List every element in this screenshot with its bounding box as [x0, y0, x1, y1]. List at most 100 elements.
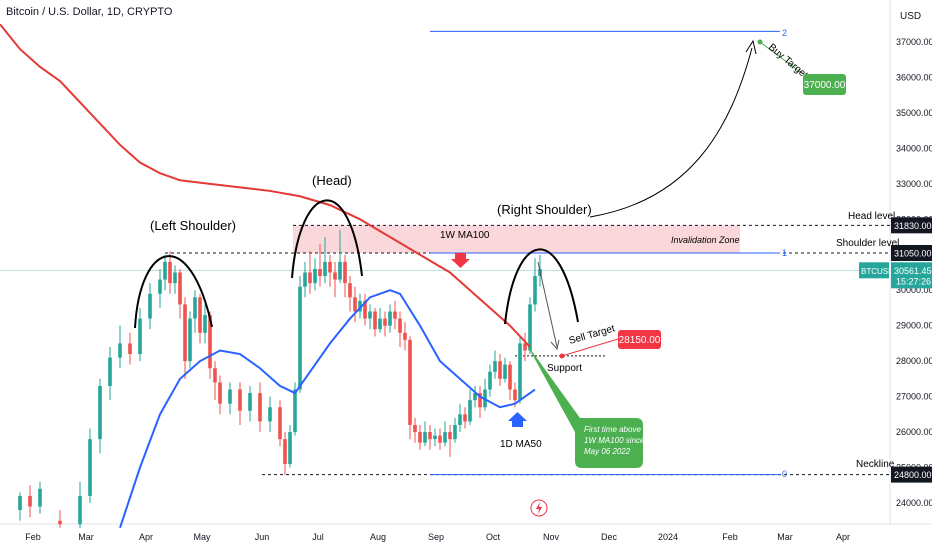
left-shoulder-label: (Left Shoulder)	[150, 218, 236, 233]
candle-body	[163, 261, 167, 280]
candle-body	[193, 297, 197, 319]
candle-body	[203, 315, 207, 333]
sell-projection-arrow[interactable]	[537, 261, 558, 348]
time-tick-6: Aug	[370, 532, 386, 542]
candlestick-series[interactable]	[18, 229, 542, 528]
time-tick-3: May	[193, 532, 211, 542]
candle-body	[288, 432, 292, 464]
head-level-label: Head level	[848, 211, 895, 222]
shoulder-level-price: 31050.00	[894, 248, 932, 258]
candle-body	[303, 272, 307, 287]
head-arc[interactable]	[291, 199, 363, 279]
ma100-arrow-icon	[451, 253, 470, 268]
time-tick-11: 2024	[658, 532, 678, 542]
ma100-callout	[526, 343, 643, 468]
symbol-header[interactable]: Bitcoin / U.S. Dollar, 1D, CRYPTO	[6, 6, 173, 18]
time-axis[interactable]: Feb Mar Apr May Jun Jul Aug Sep Oct Nov Dec 2024 Feb…	[25, 532, 850, 542]
sell-target-connector	[561, 338, 619, 357]
time-tick-13: Mar	[777, 532, 793, 542]
sell-target-box	[618, 330, 661, 349]
candle-body	[268, 407, 272, 422]
time-tick-9: Nov	[543, 532, 560, 542]
neckline-price: 24800.00	[894, 470, 932, 480]
price-tick-13: 37000.00	[896, 37, 932, 47]
candle-body	[493, 361, 497, 372]
buy-target-connector	[759, 41, 804, 75]
price-tick-4: 28000.00	[896, 356, 932, 366]
left-shoulder-arc[interactable]	[134, 255, 213, 329]
candle-body	[308, 272, 312, 284]
candle-body	[158, 279, 162, 294]
candle-body	[403, 332, 407, 340]
candle-body	[213, 368, 217, 383]
callout-line-1: First time above	[584, 425, 641, 434]
head-level-price-box	[891, 217, 932, 234]
candle-body	[438, 435, 442, 443]
candle-body	[398, 318, 402, 333]
candle-body	[433, 435, 437, 440]
lightning-glyph-icon	[536, 502, 542, 514]
candle-body	[128, 343, 132, 355]
candle-body	[508, 364, 512, 390]
candle-body	[423, 432, 427, 443]
candle-body	[313, 268, 317, 284]
sell-target-dot	[559, 353, 565, 359]
fib-0-marker: 0	[782, 469, 787, 479]
candle-body	[428, 432, 432, 440]
shoulder-level-label: Shoulder level	[836, 238, 899, 249]
buy-target-label: Buy Target	[766, 42, 810, 81]
time-tick-1: Mar	[78, 532, 94, 542]
ma50-label: 1D MA50	[500, 439, 542, 450]
sell-target-label: Sell Target	[568, 323, 616, 347]
candle-body	[448, 432, 452, 440]
candle-body	[323, 261, 327, 277]
candle-body	[293, 389, 297, 433]
candle-body	[378, 318, 382, 330]
candle-body	[363, 300, 367, 319]
time-tick-10: Dec	[601, 532, 618, 542]
candle-body	[278, 407, 282, 440]
candle-body	[338, 261, 342, 280]
invalidation-zone-label: Invalidation Zone	[671, 235, 740, 245]
candle-body	[498, 361, 502, 379]
candle-body	[453, 424, 457, 440]
candle-body	[208, 315, 212, 369]
symbol-tag: BTCUSD	[861, 267, 894, 276]
right-shoulder-label: (Right Shoulder)	[497, 202, 592, 217]
price-tick-5: 29000.00	[896, 321, 932, 331]
candle-body	[473, 393, 477, 401]
ma50-line[interactable]	[119, 289, 536, 529]
right-shoulder-arc[interactable]	[504, 248, 579, 325]
candle-body	[488, 371, 492, 390]
time-tick-14: Apr	[836, 532, 850, 542]
candle-body	[138, 318, 142, 355]
candle-body	[468, 400, 472, 422]
price-tick-10: 34000.00	[896, 143, 932, 153]
time-tick-4: Jun	[255, 532, 270, 542]
shoulder-level-price-box	[891, 244, 932, 261]
candle-body	[38, 488, 42, 507]
buy-target-value: 37000.00	[804, 80, 846, 91]
buy-arrowhead-icon	[745, 39, 757, 55]
candle-body	[228, 389, 232, 404]
candle-body	[183, 304, 187, 362]
bar-countdown: 15:27:26	[896, 276, 931, 286]
candle-body	[238, 389, 242, 411]
candle-body	[283, 439, 287, 464]
ma100-line[interactable]	[0, 23, 531, 348]
price-tick-9: 33000.00	[896, 179, 932, 189]
candle-body	[443, 432, 447, 443]
candle-body	[353, 297, 357, 312]
candle-body	[358, 300, 362, 312]
currency-label[interactable]: USD	[900, 11, 922, 22]
sell-arrowhead-icon	[550, 339, 560, 351]
candle-body	[218, 382, 222, 404]
neckline-label: Neckline	[856, 459, 895, 470]
candle-body	[368, 311, 372, 319]
candle-body	[383, 318, 387, 326]
callout-line-2: 1W MA100 since	[584, 436, 645, 445]
price-tick-12: 36000.00	[896, 72, 932, 82]
candle-body	[503, 364, 507, 379]
buy-path-arrow[interactable]	[589, 47, 753, 218]
